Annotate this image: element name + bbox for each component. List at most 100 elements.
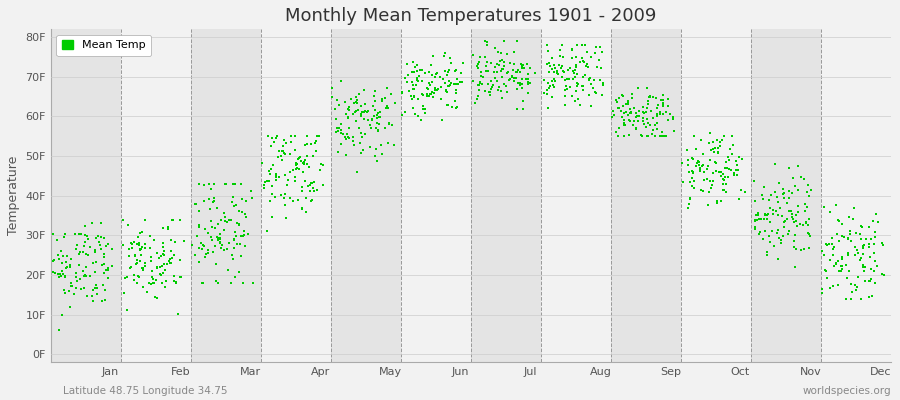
Point — [844, 238, 859, 244]
Point — [220, 245, 234, 252]
Point — [515, 65, 529, 72]
Point — [831, 258, 845, 264]
Point — [651, 126, 665, 132]
Point — [543, 83, 557, 89]
Point — [369, 124, 383, 131]
Point — [799, 189, 814, 196]
Point — [651, 102, 665, 108]
Point — [331, 125, 346, 131]
Point — [835, 256, 850, 263]
Point — [174, 274, 188, 280]
Point — [275, 143, 290, 149]
Point — [706, 139, 721, 145]
Point — [780, 216, 795, 222]
Point — [839, 296, 853, 302]
Point — [280, 182, 294, 188]
Point — [554, 42, 569, 48]
Point — [826, 252, 841, 258]
Point — [266, 162, 280, 169]
Point — [790, 209, 805, 216]
Point — [55, 268, 69, 274]
Point — [626, 122, 641, 128]
Point — [716, 181, 730, 187]
Point — [487, 68, 501, 75]
Point — [130, 257, 144, 264]
Point — [64, 280, 78, 286]
Point — [156, 225, 170, 231]
Point — [557, 77, 572, 83]
Point — [288, 174, 302, 180]
Point — [829, 202, 843, 208]
Point — [227, 244, 241, 251]
Point — [69, 285, 84, 291]
Point — [205, 248, 220, 255]
Point — [54, 248, 68, 254]
Point — [346, 110, 360, 117]
Point — [564, 55, 579, 61]
Point — [506, 66, 520, 73]
Point — [473, 73, 488, 79]
Point — [354, 130, 368, 136]
Point — [146, 276, 160, 282]
Point — [197, 242, 211, 249]
Point — [545, 82, 560, 88]
Point — [203, 234, 218, 240]
Point — [207, 181, 221, 187]
Point — [288, 178, 302, 184]
Point — [130, 273, 145, 280]
Point — [89, 258, 104, 265]
Point — [441, 102, 455, 109]
Point — [641, 101, 655, 108]
Point — [428, 71, 443, 78]
Point — [724, 167, 738, 173]
Point — [263, 198, 277, 205]
Point — [173, 256, 187, 263]
Point — [839, 262, 853, 268]
Point — [255, 160, 269, 166]
Point — [334, 78, 348, 84]
Point — [515, 80, 529, 87]
Point — [752, 230, 766, 237]
Point — [294, 188, 309, 194]
Point — [774, 237, 788, 243]
Point — [834, 233, 849, 240]
Point — [690, 158, 705, 164]
Point — [785, 190, 799, 196]
Point — [763, 192, 778, 199]
Point — [72, 231, 86, 237]
Point — [289, 162, 303, 168]
Point — [428, 85, 442, 91]
Point — [158, 267, 172, 273]
Point — [414, 91, 428, 98]
Point — [482, 92, 497, 98]
Point — [646, 115, 661, 121]
Point — [849, 230, 863, 236]
Point — [576, 82, 590, 89]
Point — [752, 216, 767, 222]
Point — [354, 112, 368, 119]
Point — [583, 81, 598, 87]
Point — [150, 294, 165, 301]
Point — [858, 264, 872, 270]
Point — [730, 172, 744, 178]
Point — [68, 274, 83, 280]
Point — [707, 145, 722, 151]
Point — [98, 287, 112, 293]
Point — [221, 240, 236, 246]
Point — [471, 65, 485, 71]
Point — [630, 113, 644, 120]
Point — [257, 178, 272, 185]
Point — [689, 160, 704, 166]
Point — [834, 220, 849, 227]
Point — [752, 229, 767, 236]
Point — [577, 58, 591, 65]
Point — [147, 237, 161, 243]
Point — [747, 178, 761, 184]
Point — [556, 68, 571, 74]
Point — [51, 327, 66, 334]
Point — [629, 110, 643, 116]
Point — [264, 166, 278, 172]
Point — [648, 133, 662, 140]
Point — [259, 228, 274, 234]
Point — [141, 279, 156, 286]
